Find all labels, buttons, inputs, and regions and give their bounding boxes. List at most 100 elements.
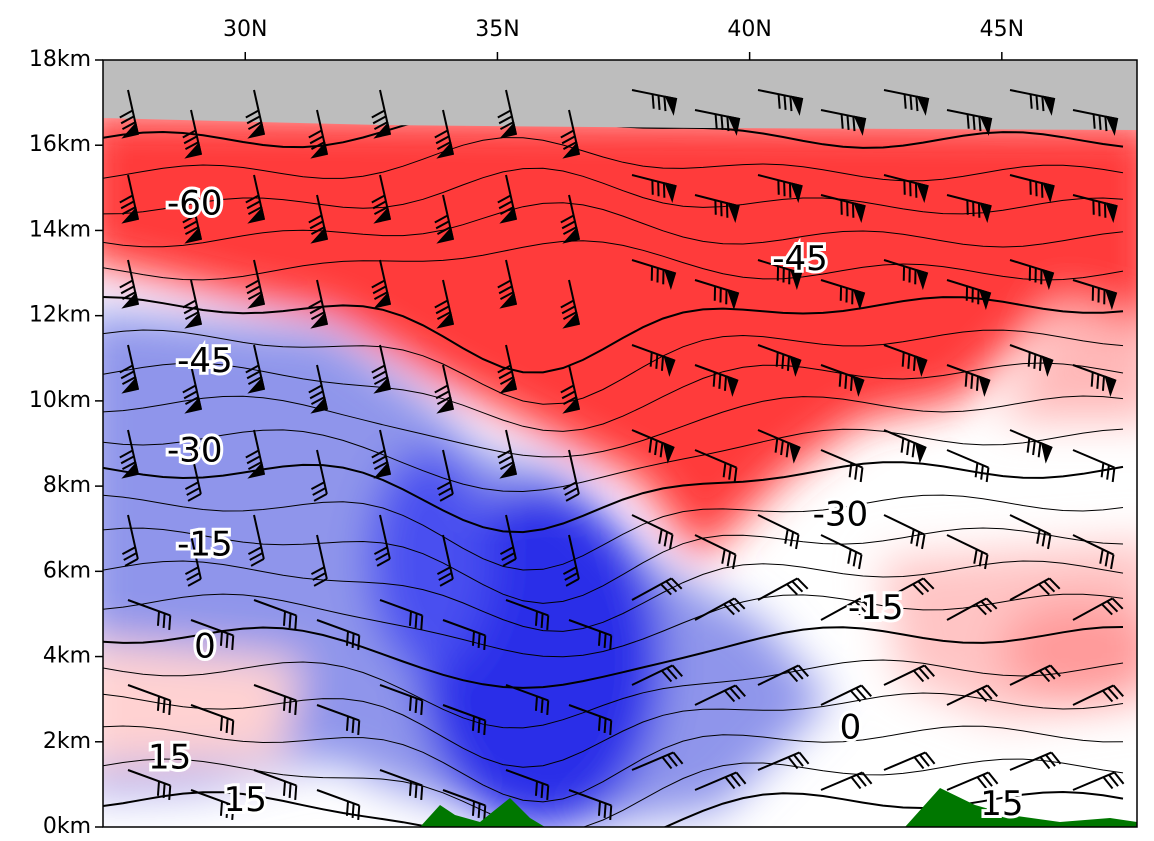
barb-feather: [910, 529, 915, 544]
barb-flag: [247, 377, 266, 394]
barb-flag: [914, 441, 927, 464]
barb-feather: [651, 94, 655, 109]
barb-flag: [184, 312, 203, 329]
contour-label: -15: [848, 588, 904, 628]
barb-feather: [1048, 577, 1061, 590]
barb-feather: [1026, 438, 1031, 453]
barb-feather: [184, 141, 199, 151]
barb-feather: [184, 311, 199, 321]
barb-feather: [712, 372, 716, 387]
barb-feather: [294, 700, 298, 716]
barb-feather: [787, 756, 799, 770]
barb-feather: [345, 631, 349, 646]
barb-feather: [414, 613, 418, 628]
contour-line: [103, 593, 1124, 658]
barb-feather: [414, 698, 418, 713]
barb-feather: [1107, 687, 1119, 700]
barb-feather: [1045, 754, 1056, 767]
barb-feather: [540, 613, 544, 628]
barb-feather: [1044, 667, 1056, 680]
barb-feather: [183, 305, 198, 315]
barb-feather: [498, 455, 513, 465]
barb-feather: [310, 311, 325, 321]
barb-staff: [442, 534, 454, 580]
barb-feather: [434, 299, 449, 309]
barb-feather: [121, 121, 136, 131]
barb-feather: [119, 364, 134, 374]
barb-feather: [373, 546, 388, 556]
barb-feather: [783, 95, 787, 110]
barb-feather: [121, 291, 136, 301]
barb-feather: [499, 206, 514, 216]
barb-feather: [120, 370, 135, 380]
barb-feather: [597, 631, 601, 646]
barb-staff: [127, 684, 171, 702]
barb-flag: [1041, 355, 1054, 377]
barb-feather: [786, 356, 790, 371]
barb-staff: [253, 684, 297, 702]
barb-feather: [308, 214, 323, 224]
barb-feather: [184, 481, 199, 491]
barb-feather: [728, 600, 741, 613]
barb-feather: [597, 716, 601, 731]
barb-flag: [789, 268, 803, 290]
barb-feather: [231, 720, 235, 736]
y-tick-label: 0km: [43, 814, 91, 839]
barb-feather: [372, 200, 387, 210]
barb-feather: [310, 481, 325, 491]
barb-feather: [791, 580, 804, 593]
barb-feather: [499, 376, 514, 386]
barb-feather: [246, 200, 261, 210]
barb-feather: [561, 305, 576, 315]
barb-flag: [1104, 375, 1117, 397]
barb-feather: [849, 376, 853, 391]
barb-flag: [915, 355, 928, 377]
barb-feather: [1041, 531, 1047, 547]
barb-feather: [860, 684, 872, 697]
barb-staff: [505, 769, 549, 787]
barb-feather: [373, 291, 388, 301]
barb-feather: [168, 700, 172, 716]
barb-flag: [436, 227, 455, 244]
barb-feather: [1039, 756, 1051, 770]
barb-feather: [498, 285, 513, 295]
barb-staff: [820, 534, 862, 556]
barb-feather: [182, 214, 197, 224]
barb-feather: [964, 372, 968, 387]
barb-feather: [918, 667, 930, 680]
barb-feather: [562, 481, 577, 491]
barb-feather: [1102, 776, 1114, 790]
contour-line: [103, 202, 1124, 248]
barb-staff: [316, 789, 360, 807]
barb-staff: [883, 577, 924, 601]
barb-feather: [658, 529, 663, 544]
barb-feather: [310, 226, 325, 236]
barb-feather: [976, 776, 988, 790]
barb-feather: [182, 299, 197, 309]
barb-feather: [912, 583, 924, 596]
barb-feather: [729, 687, 741, 700]
barb-feather: [245, 449, 260, 459]
barb-feather: [187, 578, 202, 587]
barb-staff: [631, 577, 672, 601]
barb-feather: [372, 455, 387, 465]
barb-flag: [247, 122, 266, 139]
barb-feather: [1038, 356, 1042, 371]
barb-feather: [439, 578, 454, 587]
barb-feather: [434, 214, 449, 224]
barb-feather: [309, 220, 324, 230]
barb-feather: [975, 376, 979, 391]
barb-feather: [1101, 689, 1114, 703]
barb-feather: [1108, 774, 1119, 787]
barb-feather: [408, 696, 412, 711]
barb-feather: [483, 805, 487, 821]
y-tick-label: 14km: [29, 217, 91, 242]
barb-feather: [247, 376, 262, 386]
barb-staff: [820, 771, 863, 791]
barb-feather: [156, 611, 160, 626]
barb-feather: [434, 384, 449, 394]
barb-feather: [734, 684, 746, 697]
barb-staff: [1072, 534, 1114, 556]
barb-flag: [978, 375, 991, 397]
barb-feather: [723, 376, 727, 391]
